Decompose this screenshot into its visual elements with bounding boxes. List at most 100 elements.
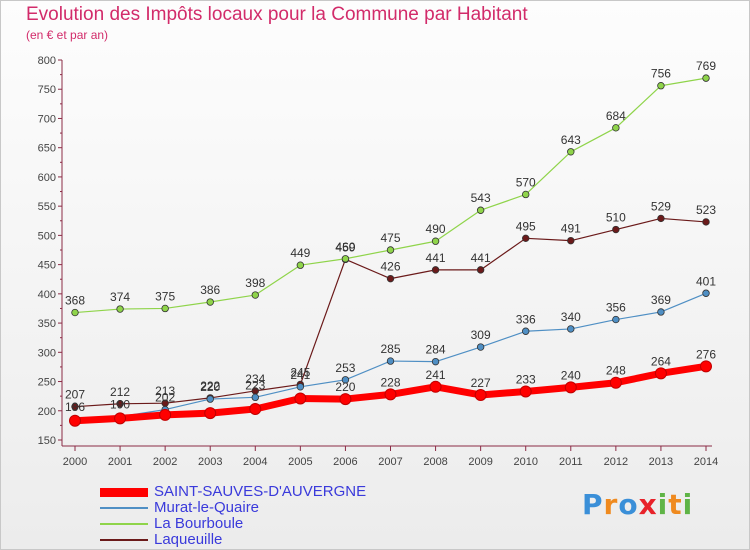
proxiti-logo: Proxiti xyxy=(582,488,693,521)
x-tick-label: 2014 xyxy=(694,456,718,468)
y-tick-label: 500 xyxy=(38,230,56,242)
data-point-murat-le-quaire xyxy=(386,357,395,365)
data-point-saint-sauves-d-auvergne xyxy=(384,388,397,401)
data-point-saint-sauves-d-auvergne xyxy=(294,392,307,405)
data-point-saint-sauves-d-auvergne xyxy=(339,393,352,406)
data-point-murat-le-quaire xyxy=(702,289,710,297)
data-label-saint-sauves-d-auvergne: 220 xyxy=(335,380,355,394)
data-point-la-bourboule xyxy=(522,190,530,199)
data-label-saint-sauves-d-auvergne: 227 xyxy=(471,376,491,390)
data-label-laqueuille: 441 xyxy=(471,251,491,265)
data-point-laqueuille xyxy=(612,225,620,234)
x-tick-label: 2005 xyxy=(288,456,312,468)
data-label-murat-le-quaire: 253 xyxy=(335,361,355,375)
data-point-saint-sauves-d-auvergne xyxy=(564,381,577,394)
data-label-saint-sauves-d-auvergne: 240 xyxy=(561,368,581,382)
legend-item: La Bourboule xyxy=(100,516,366,532)
data-label-laqueuille: 510 xyxy=(606,211,626,225)
y-tick-label: 250 xyxy=(38,377,56,389)
x-tick-label: 2007 xyxy=(378,456,402,468)
data-label-laqueuille: 529 xyxy=(651,199,671,213)
data-label-la-bourboule: 368 xyxy=(65,294,85,308)
data-point-la-bourboule xyxy=(296,261,305,269)
y-tick-label: 700 xyxy=(38,113,56,125)
y-tick-label: 200 xyxy=(38,406,56,418)
x-tick-label: 2012 xyxy=(604,456,628,468)
data-label-la-bourboule: 769 xyxy=(696,59,716,73)
x-tick-label: 2002 xyxy=(153,456,177,468)
y-tick-label: 800 xyxy=(38,55,56,67)
data-point-murat-le-quaire xyxy=(296,383,305,391)
data-label-murat-le-quaire: 309 xyxy=(471,328,491,342)
data-point-murat-le-quaire xyxy=(657,308,665,316)
y-tick-label: 300 xyxy=(38,347,56,359)
data-point-saint-sauves-d-auvergne xyxy=(429,380,442,393)
data-point-la-bourboule xyxy=(161,304,169,313)
data-label-laqueuille: 245 xyxy=(290,365,310,379)
data-point-laqueuille xyxy=(657,214,665,223)
y-tick-label: 650 xyxy=(38,143,56,155)
data-point-murat-le-quaire xyxy=(567,325,575,333)
logo-letter: i xyxy=(682,488,694,521)
x-tick-label: 2010 xyxy=(513,456,537,468)
y-tick-label: 350 xyxy=(38,318,56,330)
data-label-laqueuille: 495 xyxy=(516,219,536,233)
chart-legend: SAINT-SAUVES-D'AUVERGNE Murat-le-Quaire La… xyxy=(100,484,366,548)
data-label-laqueuille: 441 xyxy=(426,251,446,265)
legend-label: Murat-le-Quaire xyxy=(154,499,260,516)
x-tick-label: 2003 xyxy=(198,456,222,468)
data-label-laqueuille: 459 xyxy=(335,240,355,254)
x-tick-label: 2009 xyxy=(468,456,492,468)
y-tick-label: 450 xyxy=(38,260,56,272)
data-point-la-bourboule xyxy=(567,148,575,156)
y-tick-label: 600 xyxy=(38,172,56,184)
data-label-la-bourboule: 543 xyxy=(471,191,491,205)
x-tick-label: 2013 xyxy=(649,456,673,468)
data-point-laqueuille xyxy=(386,274,395,283)
legend-label: SAINT-SAUVES-D'AUVERGNE xyxy=(154,483,367,500)
data-label-murat-le-quaire: 285 xyxy=(380,342,400,356)
data-point-la-bourboule xyxy=(341,255,350,263)
logo-letter: x xyxy=(638,488,658,521)
legend-swatch xyxy=(100,523,148,525)
data-point-la-bourboule xyxy=(476,206,485,214)
chart-subtitle: (en € et par an) xyxy=(26,28,109,42)
data-label-murat-le-quaire: 190 xyxy=(110,398,130,412)
data-label-murat-le-quaire: 186 xyxy=(65,400,85,414)
y-tick-label: 750 xyxy=(38,84,56,96)
data-point-saint-sauves-d-auvergne xyxy=(114,412,127,425)
x-tick-label: 2011 xyxy=(559,456,583,468)
data-label-la-bourboule: 490 xyxy=(426,222,446,236)
logo-letter: t xyxy=(668,488,683,521)
legend-swatch xyxy=(100,487,148,497)
data-point-murat-le-quaire xyxy=(251,393,259,402)
data-label-saint-sauves-d-auvergne: 241 xyxy=(426,368,446,382)
data-point-saint-sauves-d-auvergne xyxy=(700,360,712,373)
data-point-laqueuille xyxy=(476,266,485,274)
data-label-murat-le-quaire: 241 xyxy=(290,368,310,382)
legend-label: Laqueuille xyxy=(154,531,223,548)
data-point-laqueuille xyxy=(431,266,440,274)
logo-letter: r xyxy=(603,488,619,521)
data-point-saint-sauves-d-auvergne xyxy=(654,367,667,380)
legend-label: La Bourboule xyxy=(154,515,244,532)
data-label-la-bourboule: 475 xyxy=(380,231,400,245)
chart-title: Evolution des Impôts locaux pour la Comm… xyxy=(26,4,528,25)
data-point-la-bourboule xyxy=(251,291,259,299)
data-label-murat-le-quaire: 401 xyxy=(696,274,716,288)
data-label-laqueuille: 222 xyxy=(200,379,220,393)
data-label-murat-le-quaire: 220 xyxy=(200,380,220,394)
data-label-saint-sauves-d-auvergne: 264 xyxy=(651,354,671,368)
data-label-la-bourboule: 449 xyxy=(290,246,310,260)
data-point-laqueuille xyxy=(71,402,79,411)
data-label-laqueuille: 491 xyxy=(561,222,581,236)
y-tick-label: 150 xyxy=(38,435,56,447)
data-label-murat-le-quaire: 340 xyxy=(561,310,581,324)
data-label-laqueuille: 213 xyxy=(155,384,175,398)
data-label-laqueuille: 212 xyxy=(110,385,130,399)
logo-letter: o xyxy=(618,488,639,521)
data-point-la-bourboule xyxy=(206,298,214,306)
data-point-la-bourboule xyxy=(431,237,440,245)
